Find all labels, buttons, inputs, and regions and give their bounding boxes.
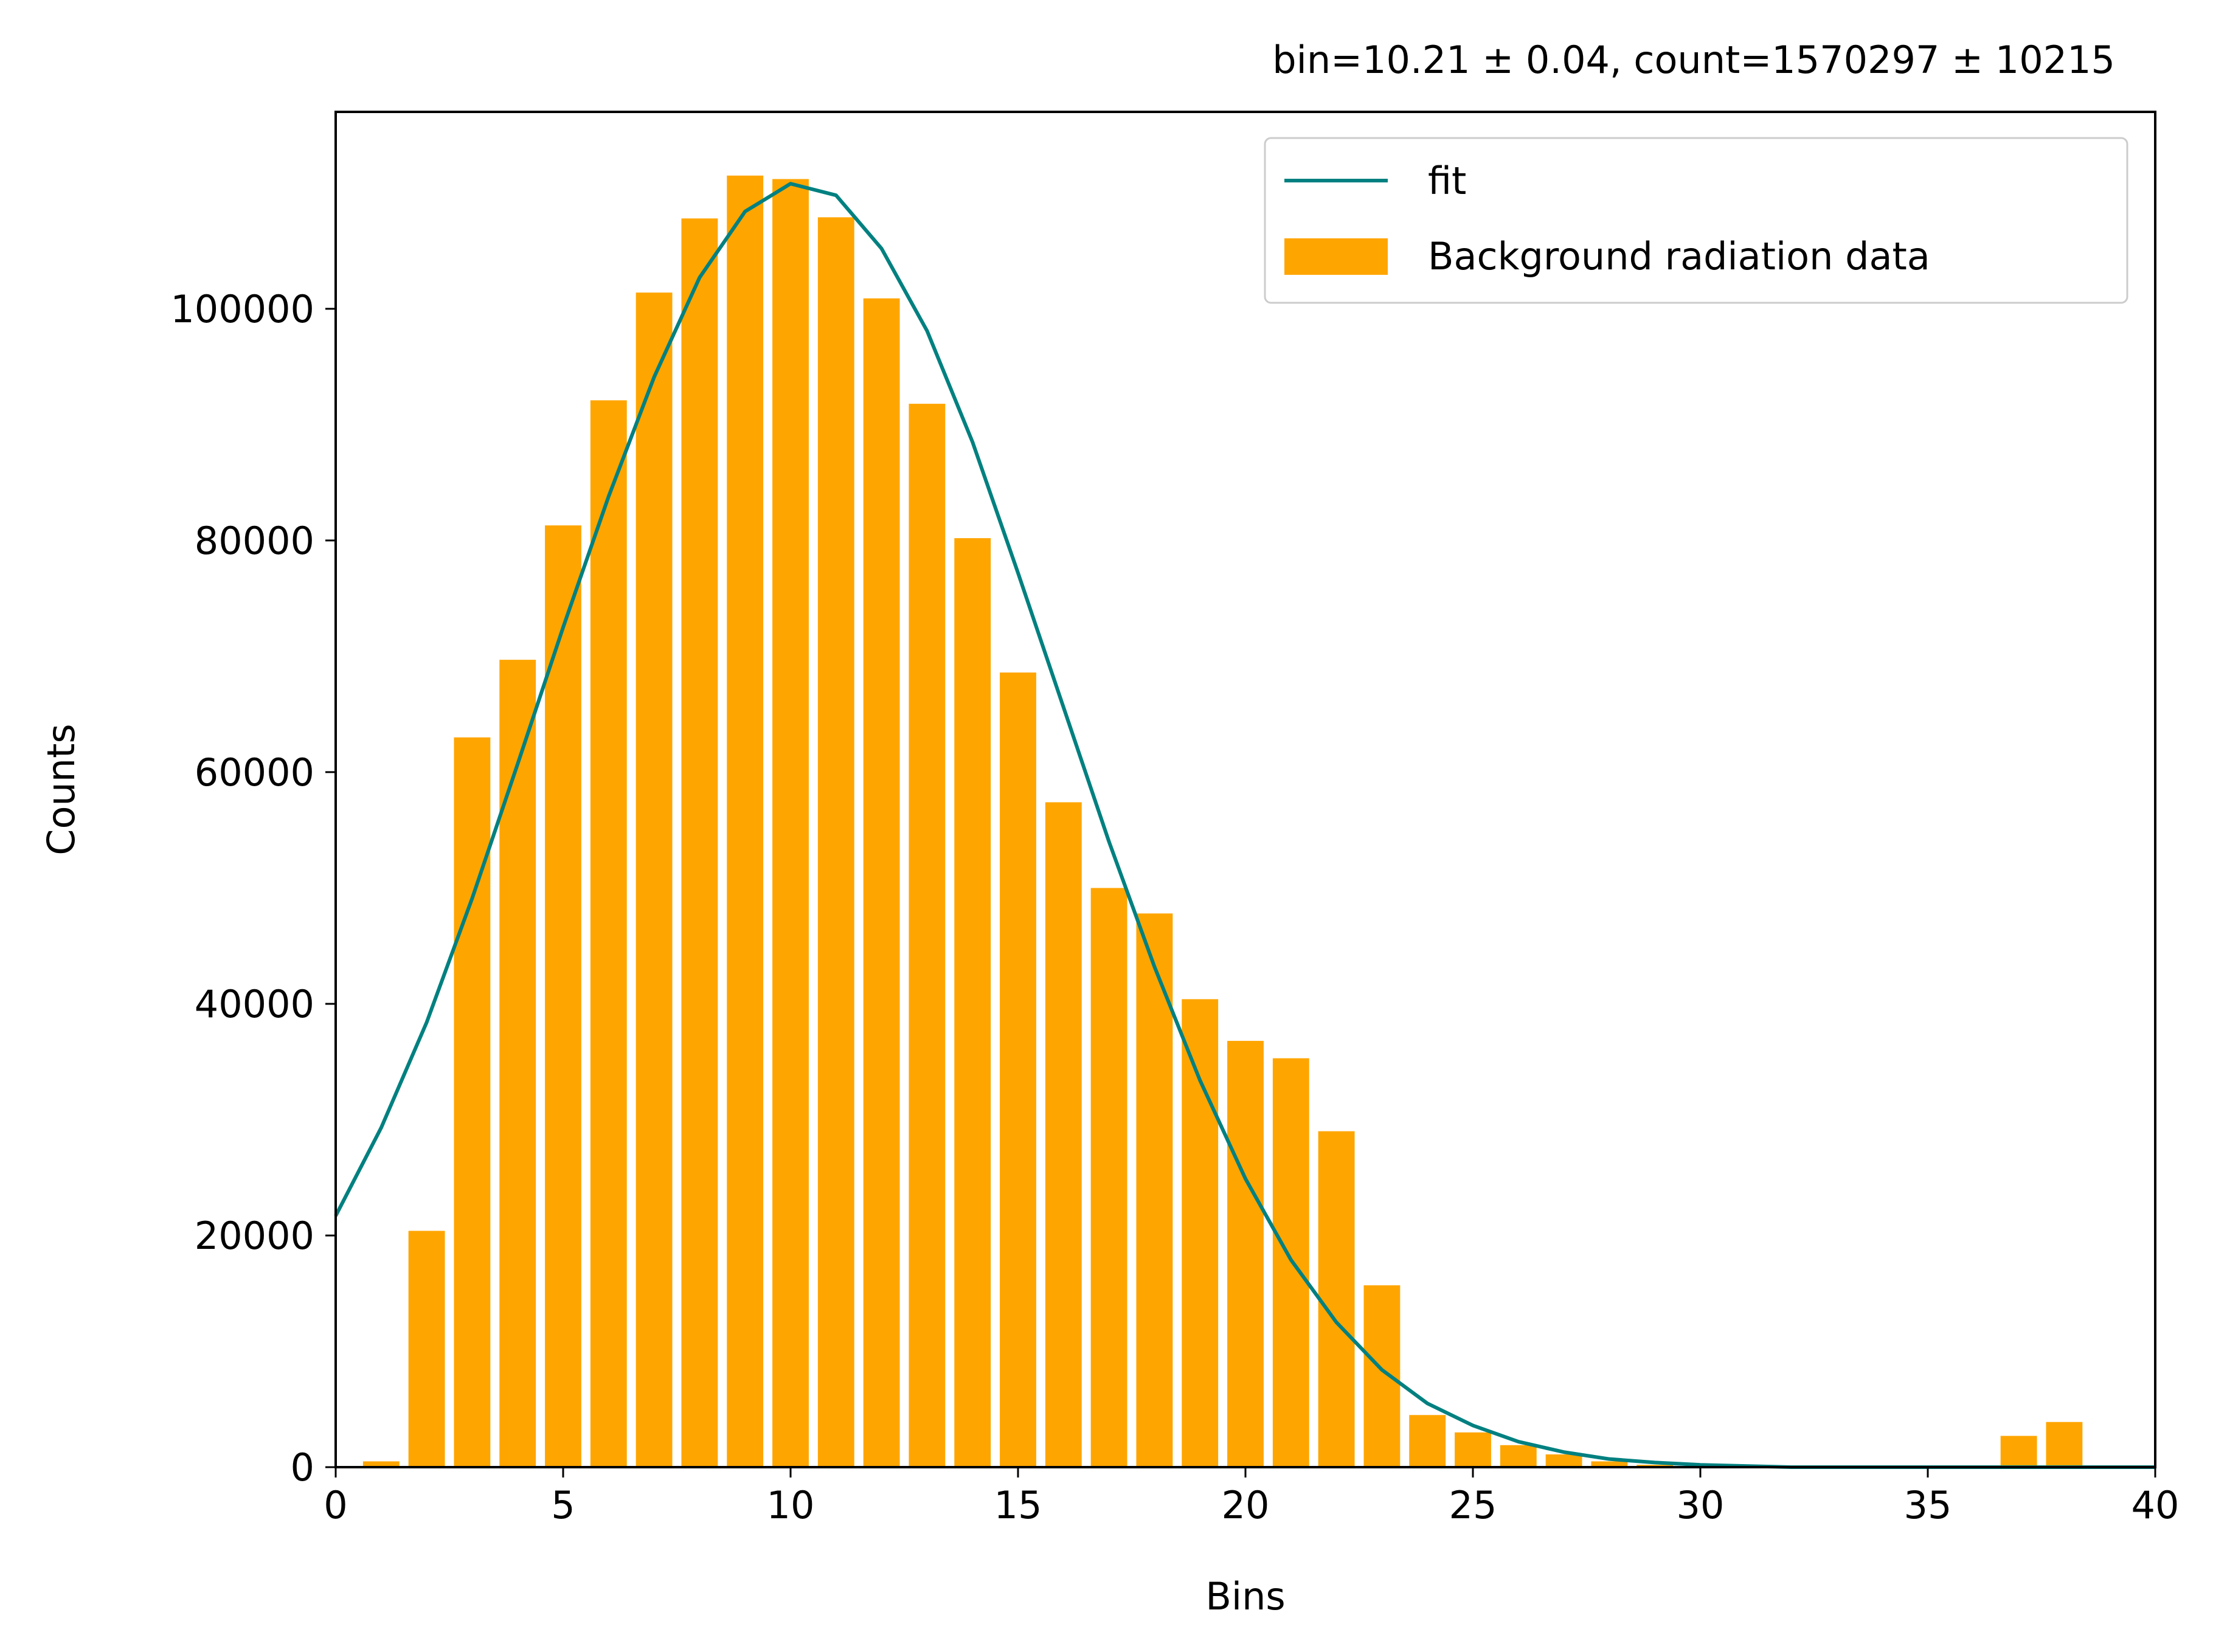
y-tick-label: 20000 bbox=[195, 1214, 314, 1258]
bar bbox=[1227, 1040, 1264, 1467]
bar bbox=[1409, 1415, 1446, 1467]
y-tick-label: 0 bbox=[291, 1445, 314, 1490]
x-tick-label: 20 bbox=[1222, 1483, 1270, 1527]
bar bbox=[1363, 1285, 1401, 1467]
bar bbox=[1545, 1454, 1582, 1467]
chart-title: bin=10.21 ± 0.04, count=1570297 ± 10215 bbox=[1272, 38, 2115, 82]
bar bbox=[2000, 1436, 2037, 1467]
x-tick-label: 40 bbox=[2132, 1483, 2180, 1527]
bar bbox=[772, 179, 809, 1467]
bar bbox=[454, 737, 491, 1467]
y-axis: 0 20000 40000 60000 80000 100000 bbox=[170, 287, 336, 1490]
x-tick-label: 5 bbox=[551, 1483, 575, 1527]
bar bbox=[362, 1461, 400, 1467]
bar bbox=[681, 218, 718, 1468]
x-axis-label: Bins bbox=[1205, 1574, 1285, 1619]
x-tick-label: 10 bbox=[767, 1483, 815, 1527]
bar bbox=[909, 404, 946, 1467]
bar bbox=[1090, 888, 1127, 1467]
y-tick-label: 80000 bbox=[195, 519, 314, 563]
bar bbox=[1000, 672, 1036, 1467]
x-tick-label: 35 bbox=[1904, 1483, 1952, 1527]
x-tick-label: 25 bbox=[1449, 1483, 1497, 1527]
y-axis-label: Counts bbox=[39, 724, 83, 855]
bar bbox=[1182, 999, 1219, 1467]
bar bbox=[1045, 802, 1082, 1467]
legend: fit Background radiation data bbox=[1264, 137, 2128, 304]
x-tick-label: 15 bbox=[994, 1483, 1042, 1527]
bar bbox=[636, 292, 673, 1468]
bar bbox=[408, 1231, 445, 1467]
bar bbox=[1455, 1432, 1491, 1467]
x-tick-label: 0 bbox=[324, 1483, 347, 1527]
bar bbox=[1591, 1461, 1628, 1467]
bar bbox=[1318, 1131, 1355, 1467]
bar bbox=[499, 660, 536, 1467]
bar bbox=[2046, 1422, 2083, 1467]
legend-fit-label: fit bbox=[1428, 159, 1466, 203]
bar bbox=[590, 400, 627, 1467]
bar bbox=[1500, 1445, 1537, 1467]
bars-layer bbox=[362, 175, 2128, 1468]
legend-bars-swatch bbox=[1284, 238, 1388, 275]
y-tick-label: 60000 bbox=[195, 750, 314, 795]
bar bbox=[954, 538, 991, 1467]
bar bbox=[863, 298, 900, 1468]
bar bbox=[727, 175, 764, 1468]
bar bbox=[545, 525, 581, 1467]
y-tick-label: 40000 bbox=[195, 982, 314, 1026]
x-axis: 0 5 10 15 20 25 30 35 40 bbox=[324, 1467, 2179, 1527]
legend-box bbox=[1264, 137, 2128, 304]
legend-bars-label: Background radiation data bbox=[1428, 234, 1930, 278]
y-tick-label: 100000 bbox=[170, 287, 314, 331]
bar bbox=[817, 217, 854, 1467]
bar bbox=[1136, 913, 1173, 1467]
x-tick-label: 30 bbox=[1677, 1483, 1725, 1527]
